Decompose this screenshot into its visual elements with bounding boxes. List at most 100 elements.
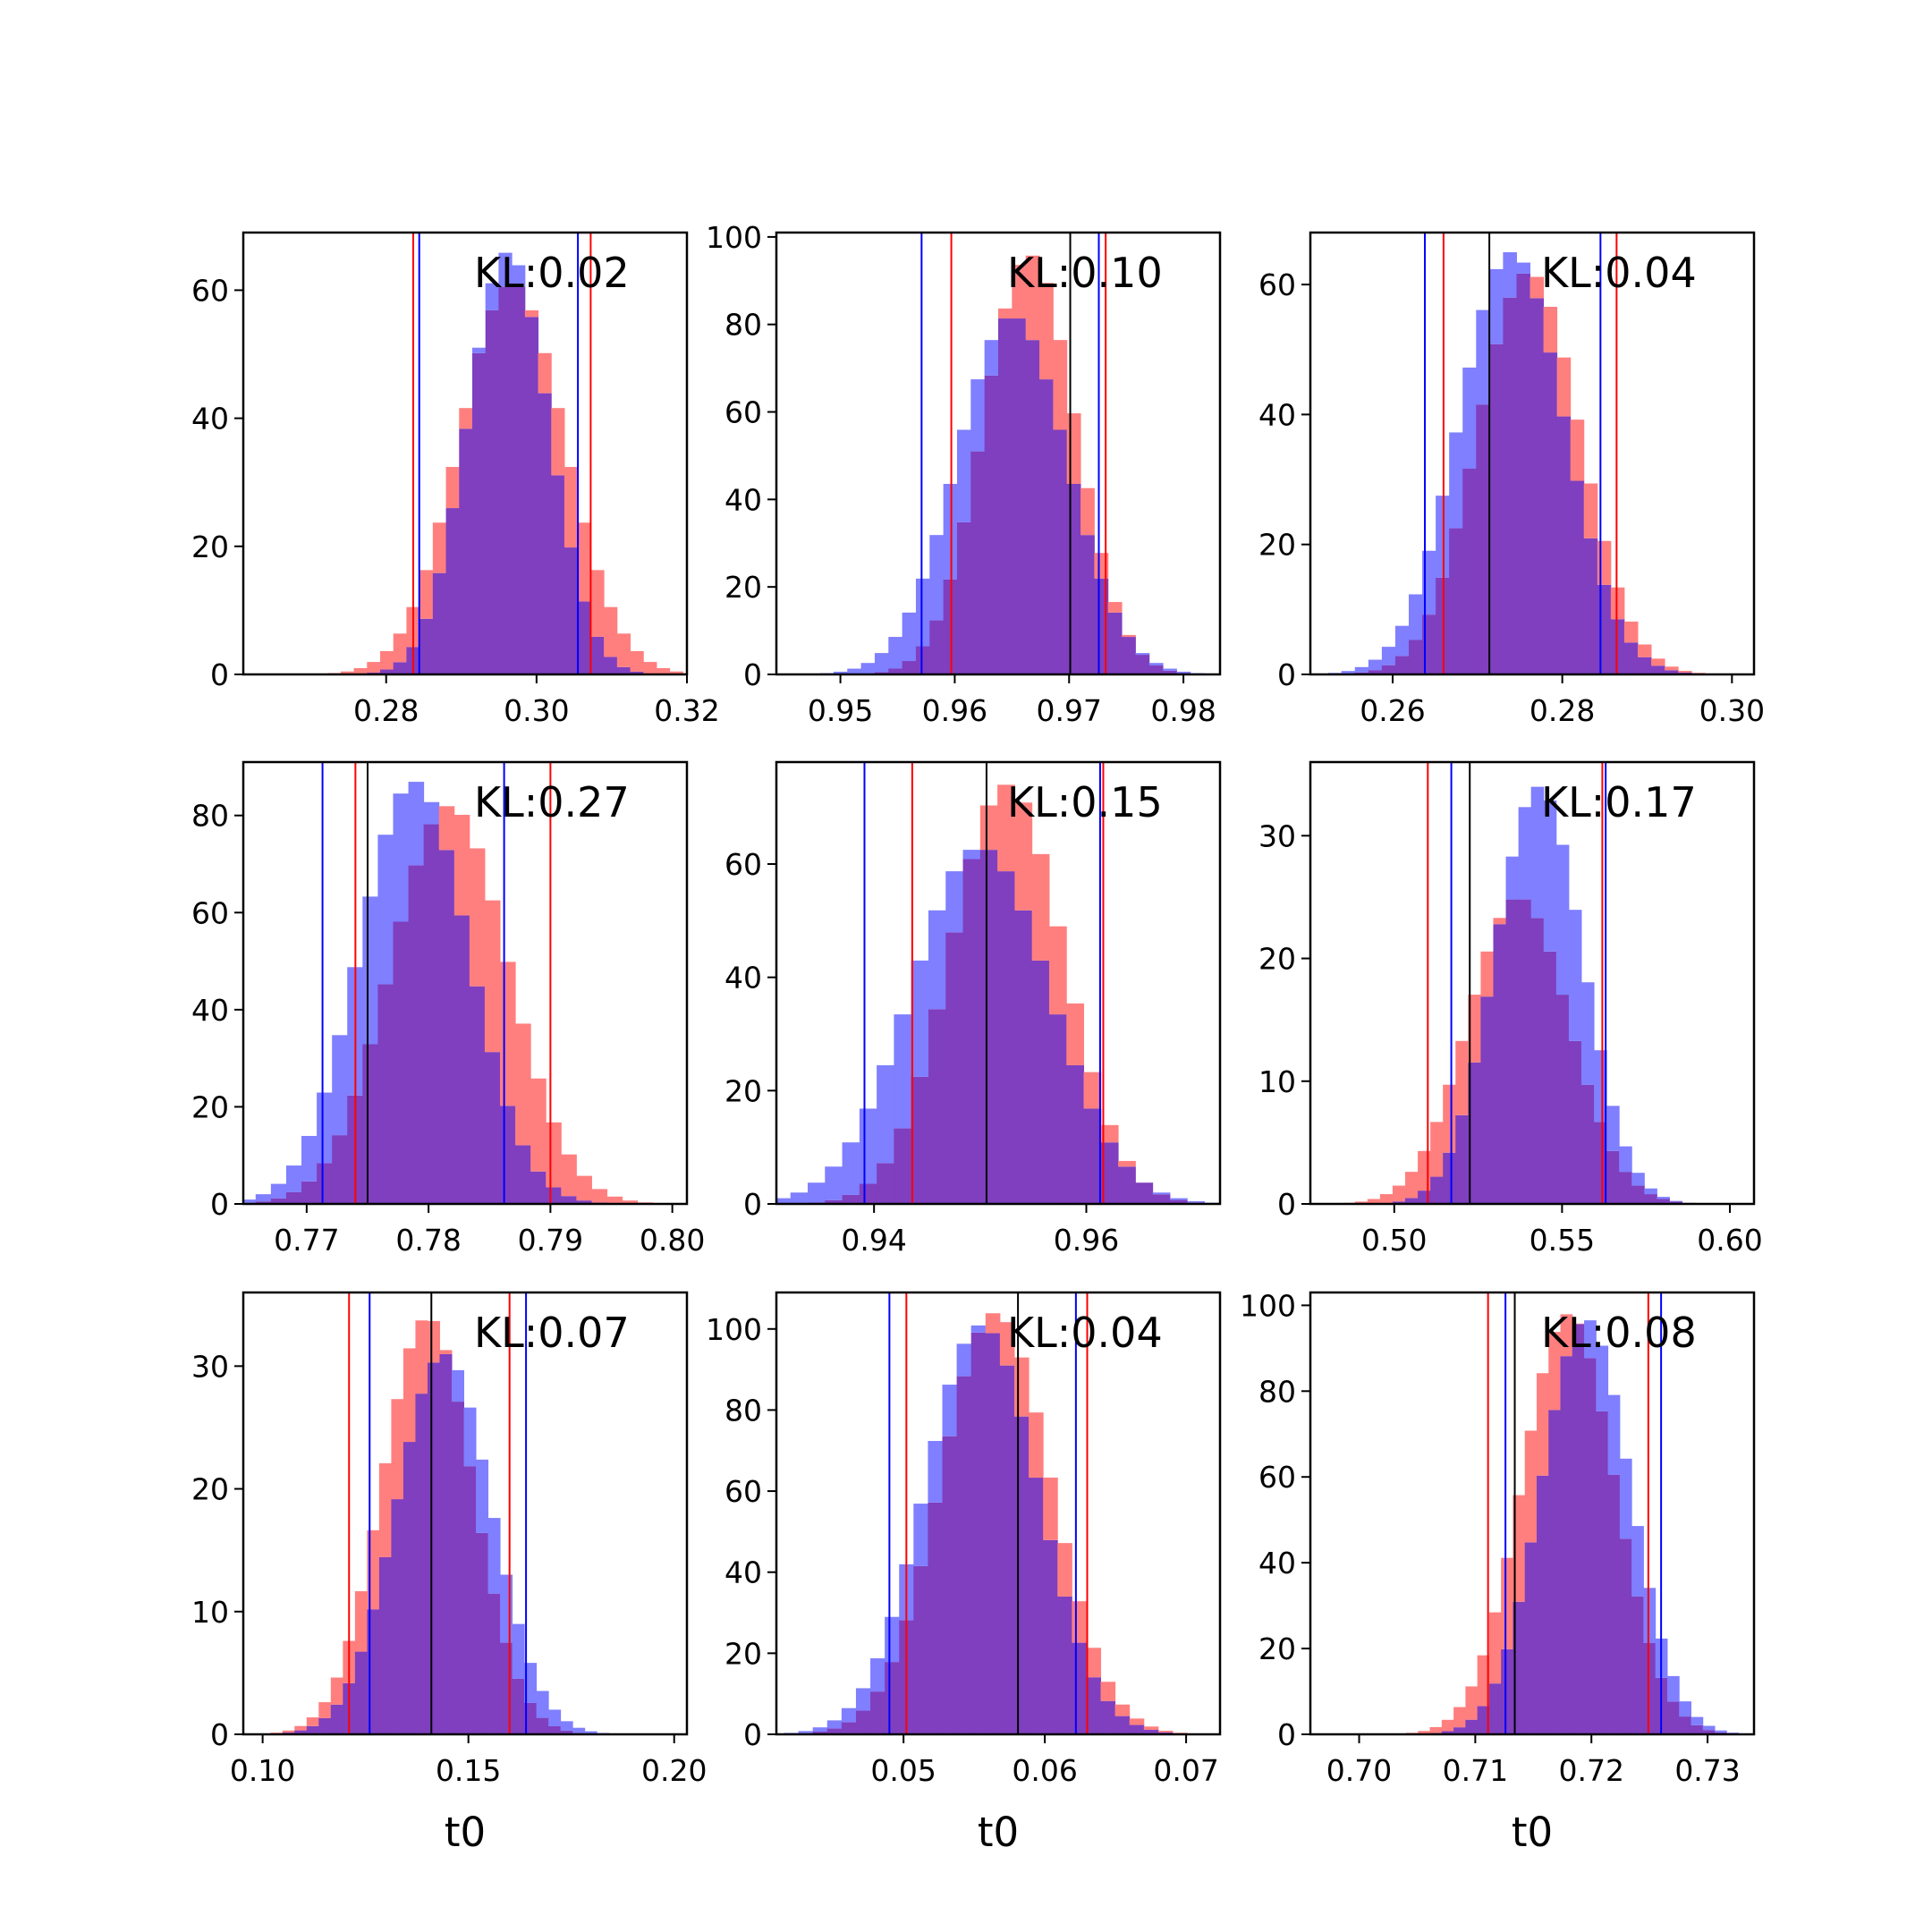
histogram-bar-blue	[1644, 1188, 1657, 1195]
histogram-bar-blue	[956, 1343, 972, 1377]
histogram-bar-blue	[1368, 659, 1383, 671]
histogram-overlap-bar	[1025, 340, 1040, 674]
histogram-bar-blue	[1631, 1526, 1644, 1597]
histogram-bar-blue	[1631, 1173, 1645, 1186]
y-tick-label: 0	[743, 1717, 762, 1752]
histogram-bar-red	[1468, 995, 1481, 1063]
histogram-overlap-bar	[1453, 1727, 1466, 1734]
kl-annotation: KL:0.27	[474, 778, 630, 826]
histogram-overlap-bar	[500, 1106, 516, 1204]
histogram-bar-blue	[859, 1108, 877, 1184]
histogram-bar-red	[1014, 802, 1033, 911]
x-tick-label: 0.15	[436, 1753, 501, 1788]
histogram-bar-red	[353, 667, 368, 674]
x-tick-label: 0.60	[1697, 1223, 1762, 1258]
histogram-bar-red	[1453, 1707, 1466, 1728]
histogram-overlap-bar	[928, 1009, 946, 1204]
histogram-bar-blue	[1409, 594, 1423, 640]
histogram-overlap-bar	[270, 1198, 287, 1204]
histogram-bar-blue	[1669, 1200, 1683, 1202]
histogram-bar-red	[669, 671, 683, 674]
y-tick-label: 100	[1240, 1288, 1296, 1323]
histogram-bar-red	[1455, 1040, 1469, 1115]
histogram-overlap-bar	[512, 1678, 525, 1734]
histogram-bar-red	[1536, 1373, 1549, 1476]
histogram-bar-blue	[1679, 1701, 1691, 1717]
histogram-bar-blue	[1449, 432, 1463, 529]
histogram-bar-blue	[1489, 268, 1504, 344]
histogram-bar-red	[439, 1350, 453, 1354]
histogram-bar-red	[500, 962, 516, 1106]
y-tick-label: 100	[706, 1312, 762, 1347]
histogram-bar-red	[393, 633, 407, 663]
histogram-overlap-bar	[1560, 1356, 1573, 1734]
x-tick-label: 0.05	[870, 1753, 936, 1788]
histogram-overlap-bar	[1524, 1542, 1538, 1734]
histogram-bar-blue	[377, 835, 394, 985]
histogram-bar-red	[1513, 1495, 1526, 1602]
histogram-bar-blue	[1381, 647, 1396, 665]
histogram-bar-red	[546, 1122, 562, 1188]
histogram-bar-red	[576, 1175, 592, 1201]
histogram-bar-red	[1080, 487, 1095, 536]
histogram-bar-red	[1443, 1084, 1456, 1153]
histogram-bar-blue	[485, 283, 499, 310]
histogram-overlap-bar	[928, 1502, 944, 1734]
histogram-bar-red	[1083, 1072, 1102, 1109]
x-tick-label: 0.78	[395, 1223, 461, 1258]
histogram-bar-red	[330, 1677, 343, 1705]
histogram-overlap-bar	[1543, 352, 1558, 674]
histogram-bar-blue	[808, 1182, 826, 1203]
histogram-bar-blue	[285, 1165, 302, 1192]
histogram-bar-blue	[512, 265, 526, 287]
x-tick-label: 0.30	[1699, 693, 1765, 728]
histogram-overlap-bar	[515, 1145, 531, 1204]
histogram-bar-blue	[1394, 625, 1410, 657]
histogram-bar-blue	[332, 1035, 348, 1136]
histogram-overlap-bar	[1505, 899, 1520, 1204]
y-tick-label: 60	[724, 395, 762, 430]
histogram-overlap-bar	[1066, 1064, 1085, 1204]
plot-area-4	[243, 762, 669, 1204]
histogram-overlap-bar	[979, 850, 998, 1204]
x-axis-label: t0	[1512, 1809, 1553, 1856]
histogram-bar-blue	[956, 429, 971, 522]
y-tick-label: 40	[724, 961, 762, 996]
x-tick-label: 0.30	[504, 693, 569, 728]
histogram-bar-blue	[498, 252, 513, 287]
y-tick-label: 80	[724, 1393, 762, 1428]
histogram-overlap-bar	[877, 1163, 894, 1204]
histogram-overlap-bar	[577, 601, 591, 674]
histogram-overlap-bar	[911, 1076, 929, 1204]
histogram-overlap-bar	[576, 1200, 592, 1204]
histogram-overlap-bar	[469, 986, 486, 1204]
histogram-bar-blue	[825, 1166, 843, 1200]
histogram-overlap-bar	[985, 1333, 1001, 1734]
histogram-bar-blue	[902, 612, 917, 662]
y-tick-label: 0	[743, 657, 762, 692]
histogram-bar-blue	[826, 1720, 843, 1729]
histogram-bar-blue	[928, 1440, 944, 1503]
histogram-overlap-bar	[604, 657, 618, 674]
histogram-overlap-bar	[301, 1181, 318, 1204]
y-tick-label: 60	[1258, 267, 1296, 302]
histogram-overlap-bar	[1669, 1201, 1683, 1204]
histogram-overlap-bar	[536, 1717, 549, 1734]
axes-frame	[1309, 231, 1756, 676]
histogram-overlap-bar	[590, 636, 605, 674]
histogram-bar-blue	[913, 1504, 928, 1566]
histogram-bar-blue	[362, 896, 378, 1045]
histogram-overlap-bar	[1012, 318, 1027, 674]
histogram-bar-red	[1086, 1648, 1102, 1678]
histogram-bar-red	[453, 814, 470, 916]
histogram-overlap-bar	[1476, 404, 1490, 674]
histogram-overlap-bar	[1643, 1643, 1657, 1734]
histogram-bar-blue	[847, 668, 862, 674]
histogram-bar-red	[1651, 658, 1665, 666]
histogram-overlap-bar	[1083, 1108, 1102, 1204]
histogram-overlap-bar	[1516, 273, 1531, 674]
histogram-bar-blue	[1580, 982, 1595, 1085]
histogram-overlap-bar	[1584, 1358, 1597, 1734]
histogram-overlap-bar	[1129, 1724, 1145, 1734]
histogram-bar-blue	[1702, 1725, 1716, 1731]
